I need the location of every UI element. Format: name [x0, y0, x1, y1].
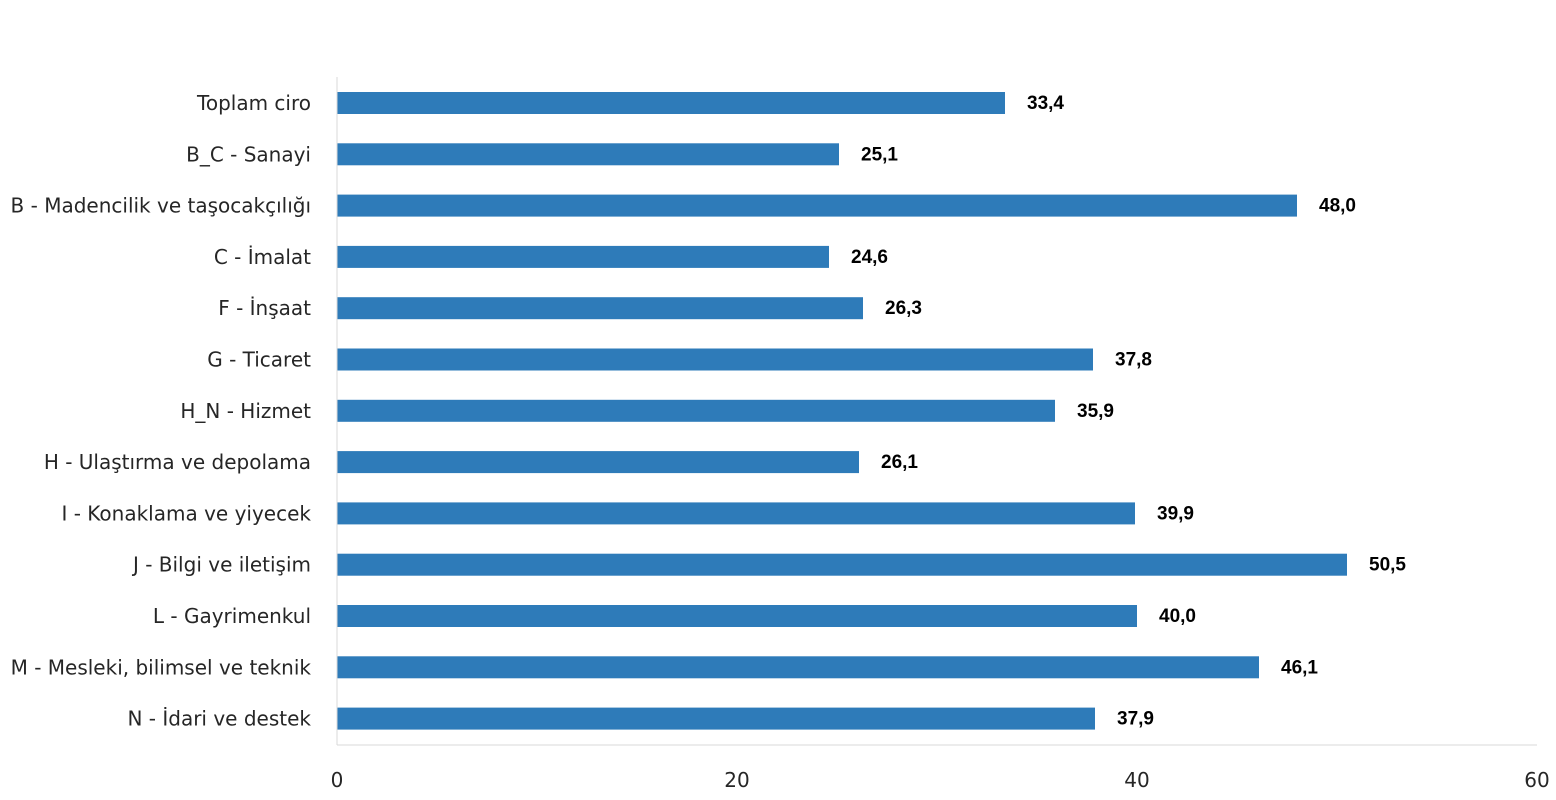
value-label: 25,1	[861, 144, 898, 165]
value-label: 50,5	[1369, 555, 1406, 576]
category-label: G - Ticaret	[207, 348, 311, 372]
category-label: J - Bilgi ve iletişim	[131, 553, 311, 577]
bar	[337, 553, 1347, 576]
value-label: 24,6	[851, 247, 888, 268]
value-label: 40,0	[1159, 606, 1196, 627]
tick-labels-layer: 0 20 40 60	[331, 768, 1550, 792]
category-label: Toplam ciro	[196, 91, 311, 115]
category-label: H_N - Hizmet	[180, 399, 311, 423]
value-labels-layer: 33,4 25,1 48,0 24,6 26,3 37,8 35,9 26,1 39,9 50,5…	[851, 93, 1406, 730]
bar	[337, 348, 1093, 371]
value-label: 46,1	[1281, 657, 1318, 678]
value-label: 39,9	[1157, 503, 1194, 524]
x-tick-label: 60	[1524, 768, 1549, 792]
category-label: C - İmalat	[214, 245, 311, 269]
category-label: H - Ulaştırma ve depolama	[44, 450, 311, 474]
category-label: B - Madencilik ve taşocakçılığı	[11, 194, 311, 218]
bar	[337, 92, 1005, 114]
value-label: 35,9	[1077, 401, 1114, 422]
x-tick-label: 20	[724, 768, 749, 792]
bar	[337, 194, 1297, 217]
value-label: 48,0	[1319, 196, 1356, 217]
value-label: 37,8	[1115, 350, 1152, 371]
category-label: M - Mesleki, bilimsel ve teknik	[11, 655, 312, 679]
bars-layer	[337, 92, 1347, 730]
bar	[337, 502, 1135, 525]
bar	[337, 656, 1259, 679]
bar	[337, 399, 1055, 422]
category-labels-layer: Toplam ciro B_C - Sanayi B - Madencilik ve…	[11, 91, 312, 731]
bar	[337, 143, 839, 166]
value-label: 26,3	[885, 298, 922, 319]
category-label: F - İnşaat	[218, 296, 311, 320]
axis-layer	[336, 77, 1537, 746]
value-label: 26,1	[881, 452, 918, 473]
bar	[337, 297, 863, 320]
category-label: N - İdari ve destek	[127, 707, 311, 731]
bar	[337, 707, 1095, 730]
category-label: I - Konaklama ve yiyecek	[61, 501, 311, 525]
bar	[337, 245, 829, 268]
bar	[337, 605, 1137, 627]
x-tick-label: 0	[331, 768, 344, 792]
value-label: 33,4	[1027, 93, 1064, 114]
category-label: L - Gayrimenkul	[153, 604, 311, 628]
value-label: 37,9	[1117, 709, 1154, 730]
bar	[337, 451, 859, 474]
x-tick-label: 40	[1124, 768, 1149, 792]
category-label: B_C - Sanayi	[186, 142, 311, 166]
